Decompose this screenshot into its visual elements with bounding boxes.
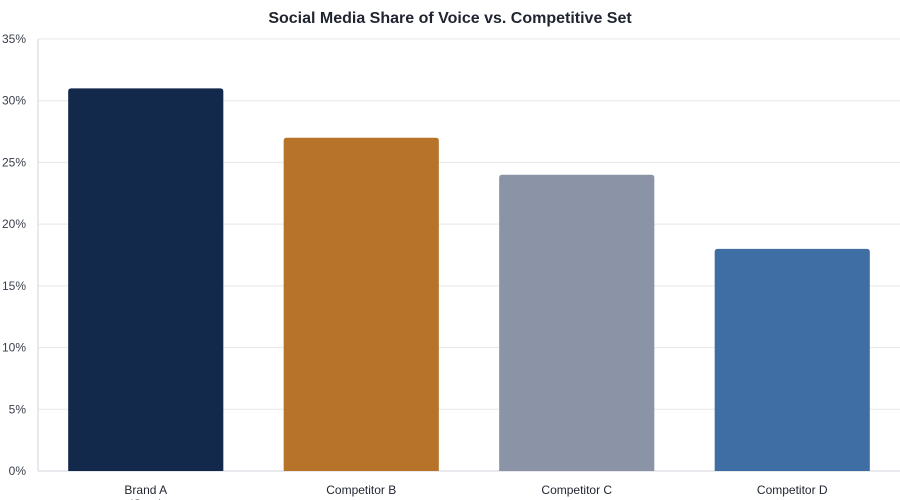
y-tick-label: 30%: [2, 94, 26, 108]
y-tick-label: 15%: [2, 279, 26, 293]
bar: [68, 88, 224, 471]
y-tick-label: 35%: [2, 32, 26, 46]
chart-title: Social Media Share of Voice vs. Competit…: [268, 10, 632, 27]
y-tick-label: 10%: [2, 341, 26, 355]
x-tick-label: Competitor B: [326, 483, 396, 497]
x-tick-label: Brand A: [124, 483, 167, 497]
x-tick-label: (Ours): [129, 497, 163, 500]
bar: [714, 248, 870, 471]
y-tick-label: 0%: [9, 464, 27, 478]
labels: 0% 5% 10% 15% 20% 25% 30% 35% Brand A(Ours) Compe…: [2, 32, 828, 500]
y-tick-label: 5%: [9, 402, 27, 416]
x-tick-label: Competitor D: [757, 483, 828, 497]
bars: [68, 88, 870, 471]
bar: [499, 174, 655, 471]
y-tick-label: 25%: [2, 155, 26, 169]
x-tick-label: Competitor C: [541, 483, 612, 497]
y-tick-label: 20%: [2, 217, 26, 231]
bar: [283, 137, 439, 471]
